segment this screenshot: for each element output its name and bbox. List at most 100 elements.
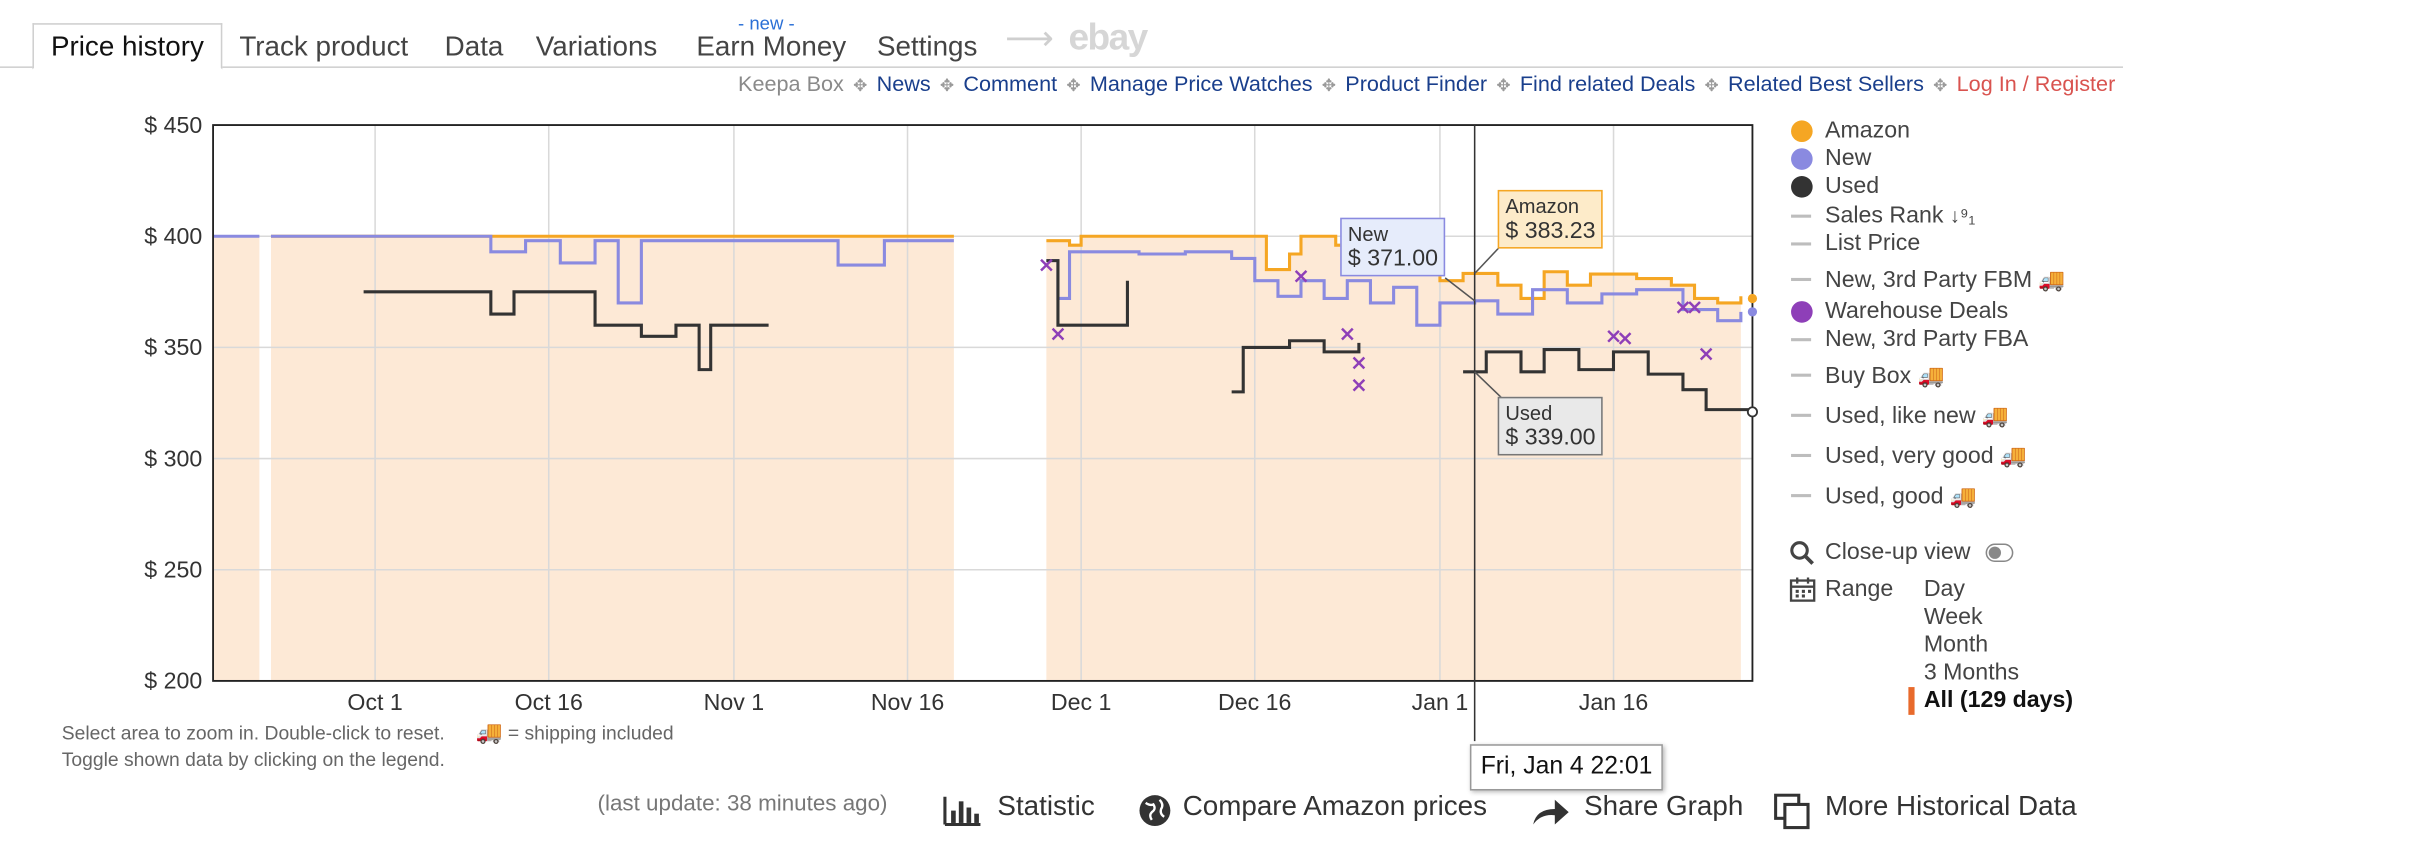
warehouse-mark-b <box>1352 356 1366 370</box>
tab-track-product[interactable]: Track product <box>239 30 409 62</box>
new-end-dot <box>1747 307 1758 317</box>
magnifier-icon <box>1790 541 1814 565</box>
y-tick-label-1: $ 250 <box>144 556 202 582</box>
y-tick-label-2: $ 300 <box>144 445 202 471</box>
y-tick-label-4: $ 400 <box>144 223 202 249</box>
new-tooltip-connector <box>1444 277 1476 302</box>
tab-data[interactable]: Data <box>444 30 504 62</box>
bar-chart-icon <box>943 796 981 827</box>
warehouse-mark-b <box>1699 347 1713 361</box>
used-end-dot <box>1746 406 1758 418</box>
x-tick-label-1: Oct 16 <box>515 689 583 715</box>
x-tick-label-2: Nov 1 <box>704 689 765 715</box>
tab-price-history[interactable]: Price history <box>32 23 223 70</box>
warehouse-mark-b <box>1688 301 1701 314</box>
range-all[interactable]: All (129 days) <box>1923 687 2074 714</box>
tab-variations[interactable]: Variations <box>535 30 658 62</box>
keepa-box-link[interactable]: Keepa Box <box>738 71 844 96</box>
used-price-line-1 <box>1046 259 1129 327</box>
tab-ebay[interactable]: ebay <box>1068 16 1148 59</box>
warehouse-mark-b <box>1294 269 1308 283</box>
zoom-hint: Select area to zoom in. Double-click to … <box>61 722 445 745</box>
used-price-tooltip: Used $ 339.00 <box>1497 396 1604 456</box>
legend-used-label: Used <box>1825 172 1880 200</box>
warehouse-deal-point-5 <box>1352 378 1366 392</box>
warehouse-deal-point-7 <box>1618 332 1632 345</box>
warehouse-mark-b <box>1607 330 1620 343</box>
find-related-deals-link[interactable]: Find related Deals <box>1519 71 1696 96</box>
plot-border <box>212 124 1754 682</box>
amazon-end-dot <box>1747 293 1758 304</box>
warehouse-mark-b <box>1676 301 1690 314</box>
warehouse-deal-point-10 <box>1699 347 1713 361</box>
statistic-button[interactable]: Statistic <box>997 790 1095 822</box>
warehouse-mark-b <box>1618 332 1632 345</box>
warehouse-mark-b <box>1051 327 1065 341</box>
x-tick-label-6: Jan 1 <box>1412 689 1469 715</box>
used-tooltip-label: Used <box>1505 401 1553 425</box>
used-tooltip-connector <box>1474 371 1506 402</box>
legend-warehouse-deals-label: Warehouse Deals <box>1825 297 2009 325</box>
range-label: Range <box>1825 575 1894 603</box>
truck-icon: 🚚 <box>1981 402 2009 428</box>
price-history-chart[interactable]: $ 200 $ 250 $ 300 $ 350 $ 400 $ 450 Oct 1 Oct 1… <box>0 93 1776 742</box>
warehouse-deal-point-2 <box>1294 269 1308 283</box>
truck-icon: 🚚 <box>1999 443 2027 468</box>
x-tick-label-0: Oct 1 <box>347 689 402 715</box>
truck-icon: 🚚 <box>475 719 503 745</box>
arrow-right-icon: ⟶ <box>1005 18 1054 58</box>
close-up-toggle[interactable] <box>1985 543 2014 563</box>
truck-icon: 🚚 <box>1917 362 1945 388</box>
warehouse-deal-point-3 <box>1341 327 1354 341</box>
range-month[interactable]: Month <box>1923 631 1989 658</box>
warehouse-deal-point-8 <box>1676 301 1690 314</box>
related-best-sellers-link[interactable]: Related Best Sellers <box>1728 71 1924 96</box>
comment-link[interactable]: Comment <box>963 71 1058 96</box>
more-historical-data-button[interactable]: More Historical Data <box>1825 790 2077 822</box>
range-3-months[interactable]: 3 Months <box>1923 659 2020 686</box>
range-selected-marker <box>1908 687 1915 715</box>
x-tick-label-4: Dec 1 <box>1051 689 1112 715</box>
used-price-line-3 <box>1463 348 1754 412</box>
x-tick-label-5: Dec 16 <box>1218 689 1291 715</box>
truck-icon: 🚚 <box>1949 483 1977 508</box>
links-row: Keepa Box ✥ News ✥ Comment ✥ Manage Price Watc… <box>738 71 2116 96</box>
range-day[interactable]: Day <box>1923 575 1966 603</box>
share-graph-button[interactable]: Share Graph <box>1584 790 1744 822</box>
compare-amazon-prices-button[interactable]: Compare Amazon prices <box>1182 790 1488 822</box>
legend-used-like-new-label: Used, like new <box>1825 402 1976 430</box>
manage-price-watches-link[interactable]: Manage Price Watches <box>1089 71 1313 96</box>
y-tick-label-0: $ 200 <box>144 668 202 694</box>
news-link[interactable]: News <box>876 71 931 96</box>
product-finder-link[interactable]: Product Finder <box>1345 71 1488 96</box>
y-tick-label-3: $ 350 <box>144 334 202 360</box>
shipping-note: 🚚 = shipping included <box>476 720 674 746</box>
range-week[interactable]: Week <box>1923 603 1983 630</box>
amazon-tooltip-value: $ 383.23 <box>1505 217 1596 244</box>
used-tooltip-value: $ 339.00 <box>1505 424 1596 451</box>
legend-used-very-good-label: Used, very good <box>1825 443 1994 470</box>
new-tooltip-label: New <box>1347 222 1389 246</box>
truck-icon: 🚚 <box>2038 267 2066 292</box>
amazon-tooltip-label: Amazon <box>1505 194 1580 218</box>
legend-new-label: New <box>1825 145 1872 172</box>
x-tick-label-7: Jan 16 <box>1579 689 1649 715</box>
last-update-text: (last update: 38 minutes ago) <box>597 792 888 817</box>
new-price-line-2 <box>1046 250 1743 327</box>
tab-settings[interactable]: Settings <box>876 30 978 62</box>
legend-new-3p-fbm-label: New, 3rd Party FBM <box>1825 267 2033 294</box>
amazon-price-line-1 <box>1046 234 1743 305</box>
sort-icon: ↓⁹₁ <box>1949 203 1976 227</box>
login-register-link[interactable]: Log In / Register <box>1956 71 2116 96</box>
new-badge: - new - <box>738 12 795 34</box>
legend-buy-box-label: Buy Box <box>1825 362 1912 390</box>
warehouse-deal-point-6 <box>1607 330 1620 343</box>
used-price-line-2 <box>1231 339 1361 394</box>
new-price-tooltip: New $ 371.00 <box>1340 217 1446 277</box>
warehouse-mark-b <box>1341 327 1354 341</box>
close-up-view-label: Close-up view <box>1825 538 1971 566</box>
legend-used-good-label: Used, good <box>1825 483 1944 510</box>
warehouse-deal-point-4 <box>1352 356 1366 370</box>
tab-earn-money[interactable]: Earn Money <box>696 30 847 62</box>
share-arrow-icon <box>1533 799 1569 825</box>
